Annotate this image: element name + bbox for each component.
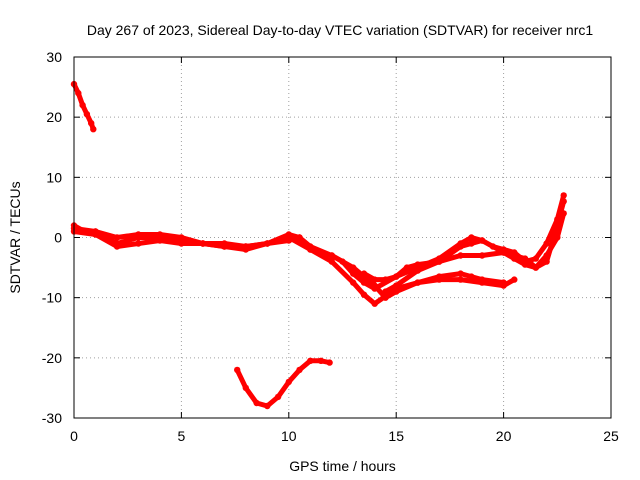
data-point [328, 258, 335, 265]
data-point [360, 291, 368, 298]
data-point [371, 276, 378, 283]
data-point [317, 357, 325, 364]
data-point [113, 243, 121, 250]
data-point [328, 252, 335, 259]
x-axis-title: GPS time / hours [289, 458, 396, 474]
data-point [88, 120, 95, 127]
data-point [371, 300, 378, 307]
y-tick-label: 10 [46, 169, 62, 185]
data-point [350, 270, 357, 277]
data-point [436, 258, 443, 265]
data-point [414, 279, 421, 286]
data-point [371, 285, 378, 292]
data-point [156, 231, 164, 238]
data-point [468, 234, 475, 241]
data-point [296, 234, 303, 241]
data-point [543, 258, 550, 265]
data-point [113, 234, 121, 241]
data-point [500, 279, 507, 286]
data-point [307, 246, 314, 253]
y-tick-label: 30 [46, 49, 62, 65]
data-point [285, 378, 292, 386]
data-point [382, 288, 389, 295]
data-point [478, 252, 486, 259]
data-point [156, 237, 164, 244]
data-point [242, 243, 249, 250]
data-point [532, 255, 539, 262]
data-point [264, 402, 271, 410]
data-point [511, 252, 518, 259]
data-point [296, 366, 303, 374]
y-tick-label: -30 [42, 410, 62, 426]
data-point [468, 273, 475, 280]
y-tick-label: -20 [42, 350, 62, 366]
data-point [234, 366, 241, 374]
data-point [178, 234, 185, 241]
data-point [360, 279, 368, 286]
x-tick-label: 15 [388, 428, 404, 444]
data-point [403, 264, 411, 271]
y-tick-label: 20 [46, 109, 62, 125]
data-point [457, 252, 464, 259]
data-point [285, 234, 292, 241]
data-point [457, 276, 464, 283]
data-point [360, 270, 368, 277]
data-point [478, 276, 486, 283]
data-point [393, 282, 400, 289]
data-point [242, 384, 249, 392]
series-track-low [234, 358, 333, 409]
series-track-main-b [71, 229, 507, 307]
data-point [178, 240, 185, 247]
x-tick-label: 10 [281, 428, 297, 444]
data-point [457, 243, 464, 250]
chart-title: Day 267 of 2023, Sidereal Day-to-day VTE… [87, 22, 593, 38]
data-point [79, 101, 86, 109]
data-point [253, 399, 260, 407]
data-point [554, 222, 561, 229]
data-point [468, 240, 475, 247]
x-tick-label: 25 [603, 428, 619, 444]
y-tick-label: -10 [42, 290, 62, 306]
data-point [414, 261, 421, 268]
data-point [199, 240, 207, 247]
data-point [75, 89, 82, 97]
data-point [274, 393, 282, 401]
data-point [124, 237, 131, 244]
data-point [326, 359, 333, 366]
data-point [90, 126, 97, 133]
data-point [532, 264, 539, 271]
data-point [221, 240, 228, 247]
data-point [511, 276, 518, 283]
data-point [83, 111, 91, 118]
data-point [135, 231, 142, 238]
data-point [478, 237, 486, 244]
y-tick-label: 0 [54, 230, 62, 246]
data-point [92, 228, 99, 235]
data-point [436, 273, 443, 280]
data-point [339, 258, 346, 265]
data-point [457, 270, 464, 277]
x-tick-label: 20 [496, 428, 512, 444]
data-series [70, 80, 567, 410]
axis-ticks: 0 5 10 15 20 25 -30 -20 -10 0 10 20 30 [42, 49, 619, 444]
data-point [307, 357, 314, 364]
data-point [350, 279, 357, 286]
data-point [135, 240, 142, 247]
x-tick-label: 0 [70, 428, 78, 444]
data-point [521, 255, 529, 262]
data-point [560, 198, 567, 205]
grid-lines [74, 57, 611, 418]
data-point [382, 276, 389, 283]
data-point [543, 240, 550, 247]
data-point [560, 192, 567, 199]
x-tick-label: 5 [178, 428, 186, 444]
data-point [500, 249, 507, 256]
y-axis-title: SDTVAR / TECUs [7, 181, 23, 293]
data-point [414, 267, 421, 274]
data-point [264, 240, 271, 247]
data-point [393, 273, 400, 280]
